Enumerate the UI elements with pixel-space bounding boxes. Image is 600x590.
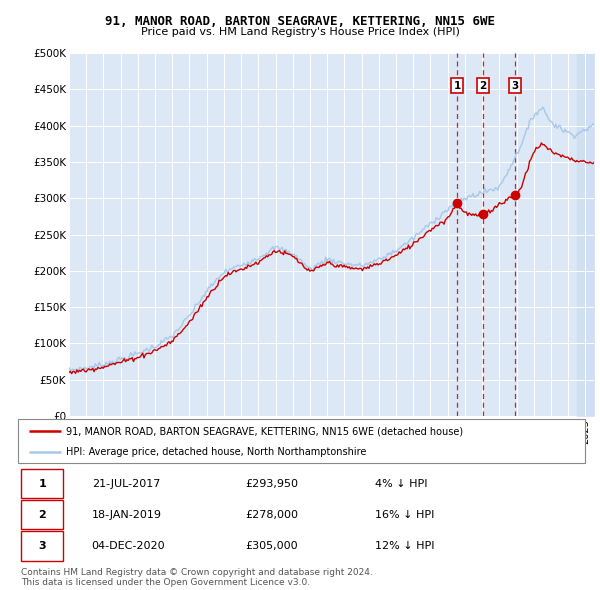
Text: 2: 2 [38,510,46,520]
Text: 1: 1 [454,81,461,91]
Text: £293,950: £293,950 [245,478,298,489]
FancyBboxPatch shape [21,532,64,560]
Text: Price paid vs. HM Land Registry's House Price Index (HPI): Price paid vs. HM Land Registry's House … [140,27,460,37]
Text: 91, MANOR ROAD, BARTON SEAGRAVE, KETTERING, NN15 6WE: 91, MANOR ROAD, BARTON SEAGRAVE, KETTERI… [105,15,495,28]
Text: 21-JUL-2017: 21-JUL-2017 [92,478,160,489]
Text: 1: 1 [38,478,46,489]
FancyBboxPatch shape [21,469,64,498]
Text: 3: 3 [512,81,519,91]
Text: HPI: Average price, detached house, North Northamptonshire: HPI: Average price, detached house, Nort… [66,447,367,457]
Text: 91, MANOR ROAD, BARTON SEAGRAVE, KETTERING, NN15 6WE (detached house): 91, MANOR ROAD, BARTON SEAGRAVE, KETTERI… [66,427,463,436]
Text: 4% ↓ HPI: 4% ↓ HPI [375,478,428,489]
Text: 2: 2 [479,81,487,91]
Text: 12% ↓ HPI: 12% ↓ HPI [375,541,435,551]
Text: 18-JAN-2019: 18-JAN-2019 [92,510,162,520]
Text: 04-DEC-2020: 04-DEC-2020 [92,541,166,551]
Text: Contains HM Land Registry data © Crown copyright and database right 2024.
This d: Contains HM Land Registry data © Crown c… [21,568,373,587]
Text: 16% ↓ HPI: 16% ↓ HPI [375,510,434,520]
Text: 3: 3 [38,541,46,551]
Text: £278,000: £278,000 [245,510,298,520]
Text: £305,000: £305,000 [245,541,298,551]
FancyBboxPatch shape [21,500,64,529]
